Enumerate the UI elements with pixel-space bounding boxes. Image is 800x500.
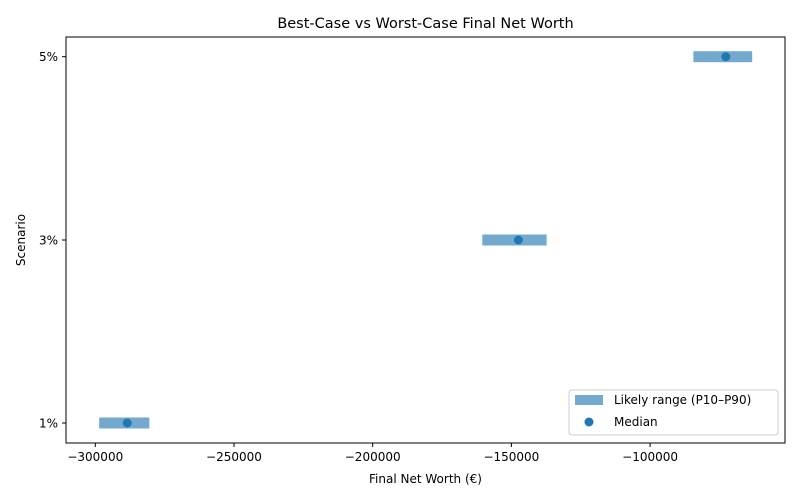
x-tick-label: −200000 [345, 450, 401, 464]
legend: Likely range (P10–P90) Median [568, 389, 779, 436]
y-tick-label: 5% [39, 50, 58, 64]
x-axis-label: Final Net Worth (€) [369, 472, 482, 486]
legend-median-label: Median [614, 415, 658, 429]
median-point-3pct [513, 235, 523, 245]
x-tick-label: −250000 [206, 450, 262, 464]
legend-box [568, 389, 779, 436]
y-tick-label: 1% [39, 417, 58, 431]
x-tick-label: −150000 [483, 450, 539, 464]
median-points [122, 52, 731, 428]
x-tick-label: −300000 [67, 450, 123, 464]
y-tick-label: 3% [39, 234, 58, 248]
legend-range-label: Likely range (P10–P90) [614, 393, 751, 407]
median-point-1pct [122, 418, 132, 428]
median-point-5pct [721, 52, 731, 62]
legend-range-swatch [575, 395, 603, 405]
chart-title: Best-Case vs Worst-Case Final Net Worth [277, 16, 573, 32]
y-axis-ticks: 1% 3% 5% [39, 50, 66, 431]
y-axis-label: Scenario [14, 214, 28, 266]
x-axis-ticks: −300000 −250000 −200000 −150000 −100000 [67, 443, 678, 464]
legend-median-marker [584, 417, 594, 427]
x-tick-label: −100000 [622, 450, 678, 464]
